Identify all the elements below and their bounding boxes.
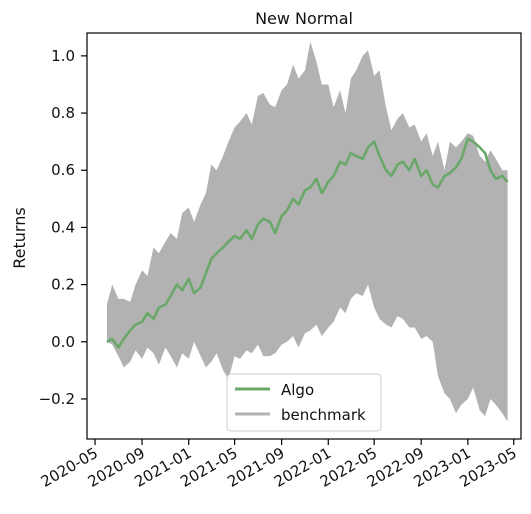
y-tick-label: 0.0 [51, 333, 75, 351]
y-axis: 1.0 0.8 0.6 0.4 0.2 0.0 −0.2 [39, 47, 87, 408]
x-axis: 2020-052020-092021-012021-052021-092022-… [38, 439, 520, 491]
y-tick-label: 0.4 [51, 218, 75, 236]
plot-frame [86, 32, 522, 440]
y-tick-label: 1.0 [51, 47, 75, 65]
legend-label-algo: Algo [281, 381, 314, 399]
legend: Algo benchmark [226, 373, 382, 432]
chart-title: New Normal [255, 9, 353, 28]
series-layer [106, 41, 509, 422]
y-tick-label: −0.2 [39, 390, 75, 408]
algo-line [106, 137, 509, 349]
legend-label-benchmark: benchmark [281, 406, 366, 424]
y-tick-label: 0.8 [51, 104, 75, 122]
y-tick-label: 0.6 [51, 161, 75, 179]
benchmark-band [106, 41, 508, 422]
y-tick-label: 0.2 [51, 276, 75, 294]
y-axis-label: Returns [10, 207, 29, 268]
